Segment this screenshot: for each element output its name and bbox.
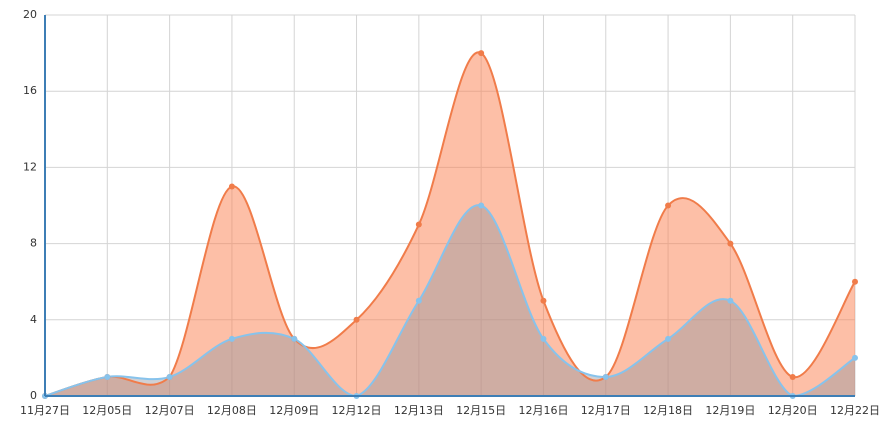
point <box>727 240 734 247</box>
point <box>478 202 485 209</box>
point <box>228 335 235 342</box>
y-tick-label: 16 <box>23 84 37 97</box>
x-tick-label: 12月09日 <box>269 404 319 417</box>
point <box>665 335 672 342</box>
x-tick-label: 12月20日 <box>768 404 818 417</box>
area <box>45 205 855 396</box>
x-tick-label: 12月19日 <box>705 404 755 417</box>
x-tick-label: 12月12日 <box>332 404 382 417</box>
point <box>228 183 235 190</box>
point <box>852 278 858 285</box>
point <box>852 354 858 361</box>
x-tick-label: 12月07日 <box>145 404 195 417</box>
point <box>478 50 485 57</box>
x-tick-label: 12月16日 <box>518 404 568 417</box>
point <box>727 297 734 304</box>
y-tick-label: 8 <box>30 237 37 250</box>
area <box>45 52 855 396</box>
x-tick-label: 12月05日 <box>82 404 132 417</box>
point <box>540 297 547 304</box>
point <box>415 221 422 228</box>
x-tick-label: 12月17日 <box>581 404 631 417</box>
x-tick-label: 12月13日 <box>394 404 444 417</box>
y-tick-label: 12 <box>23 160 37 173</box>
point <box>166 373 173 380</box>
x-tick-label: 12月22日 <box>830 404 880 417</box>
y-tick-label: 0 <box>30 389 37 402</box>
x-tick-label: 11月27日 <box>20 404 70 417</box>
series-line <box>44 51 856 397</box>
y-tick-label: 20 <box>23 8 37 21</box>
point <box>104 373 111 380</box>
point <box>540 335 547 342</box>
point <box>353 316 360 323</box>
point <box>789 373 796 380</box>
y-tick-label: 4 <box>30 313 37 326</box>
point <box>602 373 609 380</box>
x-tick-label: 12月15日 <box>456 404 506 417</box>
point <box>415 297 422 304</box>
point <box>665 202 672 209</box>
x-tick-label: 12月08日 <box>207 404 257 417</box>
point <box>291 335 298 342</box>
x-tick-label: 12月18日 <box>643 404 693 417</box>
